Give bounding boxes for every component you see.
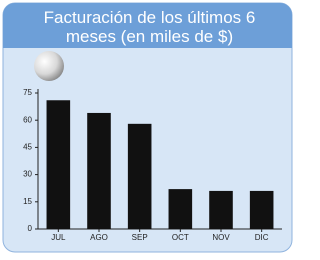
x-tick-label: AGO [90,233,108,242]
sphere-decoration [34,51,64,81]
bar [169,189,193,229]
y-tick-label: 60 [23,115,32,124]
bar [47,100,71,229]
x-tick-label: SEP [132,233,148,242]
bar [250,191,274,229]
bar [87,113,111,229]
bar [128,124,152,229]
y-tick-label: 75 [23,88,32,97]
x-tick-label: JUL [51,233,66,242]
y-tick-label: 30 [23,170,32,179]
x-tick-label: DIC [255,233,269,242]
chart-card: 0 15 30 45 60 75 JUL AGO SEP OCT NOV DIC Facturació… [0,0,295,255]
y-tick-label: 15 [23,197,32,206]
y-tick-label: 0 [28,224,33,233]
x-tick-label: OCT [172,233,189,242]
x-tick-label: NOV [212,233,230,242]
chart-title: Facturación de los últimos 6 meses (en m… [22,8,277,46]
bar [209,191,233,229]
y-tick-label: 45 [23,143,32,152]
